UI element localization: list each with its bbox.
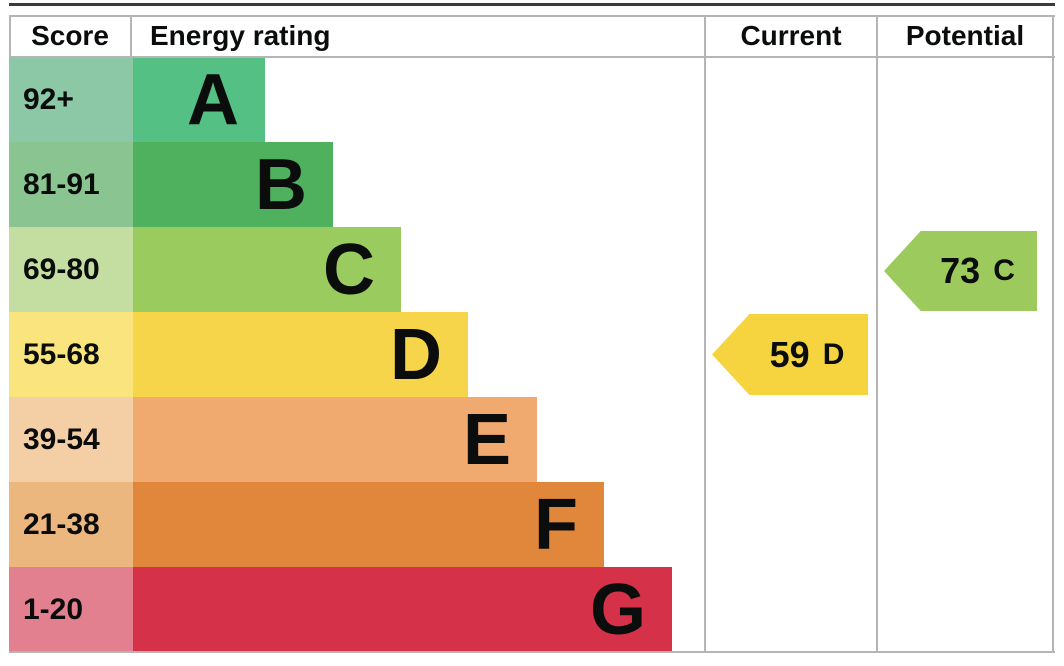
band-letter-g: G — [589, 569, 646, 650]
band-score-range-f: 21-38 — [9, 482, 133, 567]
band-bar-a: A — [133, 57, 265, 142]
band-row-b: 81-91 B — [9, 142, 333, 227]
potential-rating-value: 73 — [940, 250, 981, 291]
potential-column-divider — [876, 15, 878, 653]
band-row-e: 39-54 E — [9, 397, 537, 482]
header-left-border — [9, 15, 11, 58]
band-row-f: 21-38 F — [9, 482, 604, 567]
score-column-divider — [130, 15, 132, 58]
table-right-border — [1052, 15, 1054, 653]
band-bar-g: G — [133, 567, 672, 652]
current-rating-letter: D — [822, 337, 845, 371]
band-bar-f: F — [133, 482, 604, 567]
potential-rating-arrow: 73 C — [884, 231, 1037, 311]
header-top-border — [9, 15, 1055, 17]
table-bottom-border — [9, 651, 1055, 653]
band-row-d: 55-68 D — [9, 312, 468, 397]
band-letter-e: E — [462, 399, 511, 480]
band-row-g: 1-20 G — [9, 567, 672, 652]
band-bar-e: E — [133, 397, 537, 482]
current-rating-arrow: 59 D — [712, 314, 868, 395]
band-score-range-g: 1-20 — [9, 567, 133, 652]
table-top-border — [9, 3, 1055, 6]
band-score-range-b: 81-91 — [9, 142, 133, 227]
band-score-range-d: 55-68 — [9, 312, 133, 397]
band-letter-b: B — [255, 144, 307, 225]
header-bottom-border — [9, 56, 1055, 58]
current-rating-value: 59 — [769, 333, 810, 375]
band-bar-c: C — [133, 227, 401, 312]
header-score: Score — [31, 20, 109, 51]
band-bar-b: B — [133, 142, 333, 227]
band-row-c: 69-80 C — [9, 227, 401, 312]
band-row-a: 92+ A — [9, 57, 265, 142]
band-letter-d: D — [390, 314, 442, 395]
band-letter-c: C — [323, 229, 375, 310]
header-potential: Potential — [905, 20, 1025, 51]
band-letter-a: A — [187, 59, 239, 140]
header-current: Current — [740, 20, 842, 51]
band-score-range-e: 39-54 — [9, 397, 133, 482]
band-letter-f: F — [534, 484, 578, 565]
band-score-range-a: 92+ — [9, 57, 133, 142]
current-column-divider — [704, 15, 706, 653]
band-score-range-c: 69-80 — [9, 227, 133, 312]
potential-rating-letter: C — [993, 254, 1015, 287]
header-energy-rating: Energy rating — [150, 20, 331, 51]
band-bar-d: D — [133, 312, 468, 397]
